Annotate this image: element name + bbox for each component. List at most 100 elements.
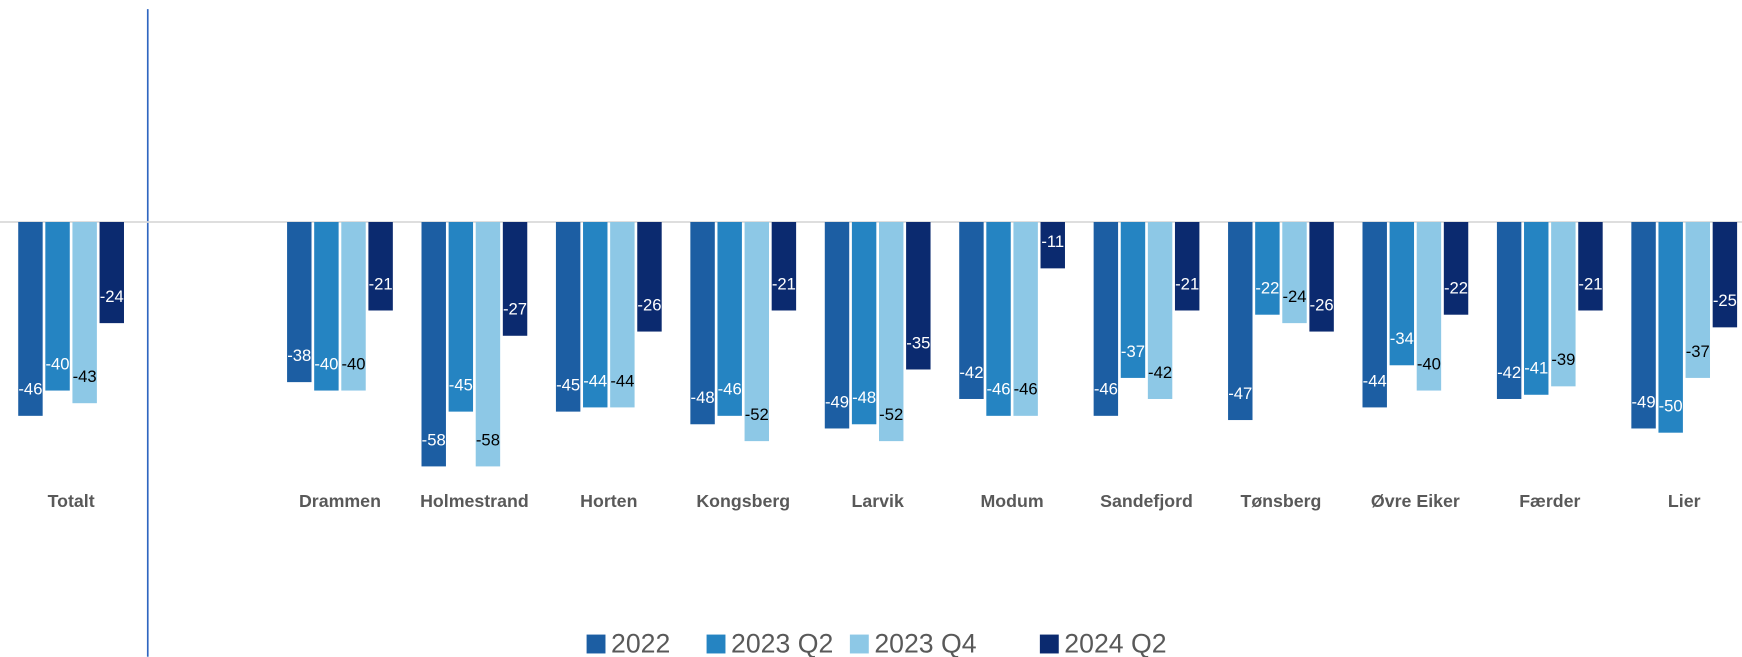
bar xyxy=(18,222,43,416)
data-label: -48 xyxy=(691,388,715,407)
legend-swatch xyxy=(849,634,869,654)
bar xyxy=(906,222,931,370)
data-label: -40 xyxy=(341,354,365,373)
bar xyxy=(1389,222,1415,366)
x-tick-label: Drammen xyxy=(299,491,381,511)
data-label: -35 xyxy=(906,333,930,352)
data-label: -42 xyxy=(1148,363,1172,382)
data-label: -37 xyxy=(1686,342,1710,361)
data-label: -46 xyxy=(18,380,42,399)
data-label: -27 xyxy=(503,300,527,319)
bar xyxy=(1631,222,1656,429)
x-tick-label: Larvik xyxy=(851,491,903,511)
bar xyxy=(45,222,70,391)
data-label: -41 xyxy=(1524,359,1548,378)
bar xyxy=(1120,222,1146,378)
data-label: -44 xyxy=(583,371,607,390)
bar xyxy=(717,222,742,416)
bar xyxy=(1309,222,1334,332)
bar xyxy=(1147,222,1173,399)
data-label: -46 xyxy=(1014,380,1038,399)
x-tick-label: Øvre Eiker xyxy=(1371,491,1460,511)
data-label: -45 xyxy=(449,375,473,394)
data-label: -38 xyxy=(287,346,311,365)
bar xyxy=(1712,222,1738,328)
data-label: -52 xyxy=(745,405,769,424)
bar xyxy=(878,222,904,442)
legend-label: 2022 xyxy=(611,629,670,657)
x-tick-label: Modum xyxy=(981,491,1044,511)
bar xyxy=(421,222,446,467)
x-tick-label: Kongsberg xyxy=(696,491,790,511)
data-label: -46 xyxy=(718,380,742,399)
bar xyxy=(368,222,393,311)
data-label: -43 xyxy=(73,367,97,386)
data-label: -42 xyxy=(1497,363,1521,382)
x-tick-label: Færder xyxy=(1519,491,1580,511)
data-label: -42 xyxy=(959,363,983,382)
legend-swatch xyxy=(706,634,726,654)
bar xyxy=(1524,222,1549,395)
x-tick-label: Tønsberg xyxy=(1240,491,1321,511)
data-label: -45 xyxy=(556,375,580,394)
bar xyxy=(610,222,635,408)
bar xyxy=(1282,222,1307,324)
data-label: -52 xyxy=(879,405,903,424)
bar xyxy=(99,222,124,324)
bar xyxy=(1658,222,1683,433)
data-label: -58 xyxy=(422,430,446,449)
data-label: -34 xyxy=(1390,329,1414,348)
bar xyxy=(1496,222,1522,399)
bar xyxy=(475,222,501,467)
data-label: -39 xyxy=(1551,350,1575,369)
data-label: -49 xyxy=(825,392,849,411)
bar xyxy=(314,222,339,391)
bar xyxy=(502,222,528,336)
data-label: -26 xyxy=(1310,295,1334,314)
data-label: -21 xyxy=(1175,274,1199,293)
bar xyxy=(1443,222,1469,315)
x-tick-label: Sandefjord xyxy=(1100,491,1193,511)
legend-label: 2023 Q4 xyxy=(874,629,976,657)
bar xyxy=(1040,222,1065,269)
bar xyxy=(1013,222,1038,416)
data-label: -21 xyxy=(1578,274,1602,293)
data-label: -40 xyxy=(46,354,70,373)
data-label: -22 xyxy=(1444,279,1468,298)
data-label: -21 xyxy=(369,274,393,293)
x-tick-label: Totalt xyxy=(48,491,95,511)
data-label: -47 xyxy=(1228,384,1252,403)
data-label: -37 xyxy=(1121,342,1145,361)
data-label: -25 xyxy=(1713,291,1737,310)
bar xyxy=(341,222,366,391)
data-label: -24 xyxy=(1282,287,1306,306)
bar xyxy=(690,222,715,425)
bar xyxy=(1578,222,1603,311)
data-label: -24 xyxy=(100,287,124,306)
bar xyxy=(986,222,1011,416)
data-label: -46 xyxy=(1094,380,1118,399)
bar xyxy=(583,222,608,408)
bar xyxy=(1362,222,1387,408)
bar xyxy=(959,222,984,399)
bar xyxy=(824,222,850,429)
data-label: -11 xyxy=(1041,232,1064,251)
bar xyxy=(1416,222,1442,391)
bar xyxy=(851,222,877,425)
bar xyxy=(1174,222,1200,311)
bar xyxy=(1551,222,1576,387)
bar xyxy=(771,222,797,311)
bar xyxy=(1255,222,1280,315)
bar xyxy=(1685,222,1711,378)
data-label: -46 xyxy=(987,380,1011,399)
bar xyxy=(287,222,312,383)
data-label: -40 xyxy=(314,354,338,373)
data-label: -48 xyxy=(852,388,876,407)
data-label: -21 xyxy=(772,274,796,293)
legend-swatch xyxy=(1039,634,1059,654)
x-tick-label: Horten xyxy=(580,491,637,511)
legend-swatch xyxy=(586,634,606,654)
bar xyxy=(637,222,662,332)
data-label: -44 xyxy=(610,371,634,390)
bar xyxy=(744,222,770,442)
